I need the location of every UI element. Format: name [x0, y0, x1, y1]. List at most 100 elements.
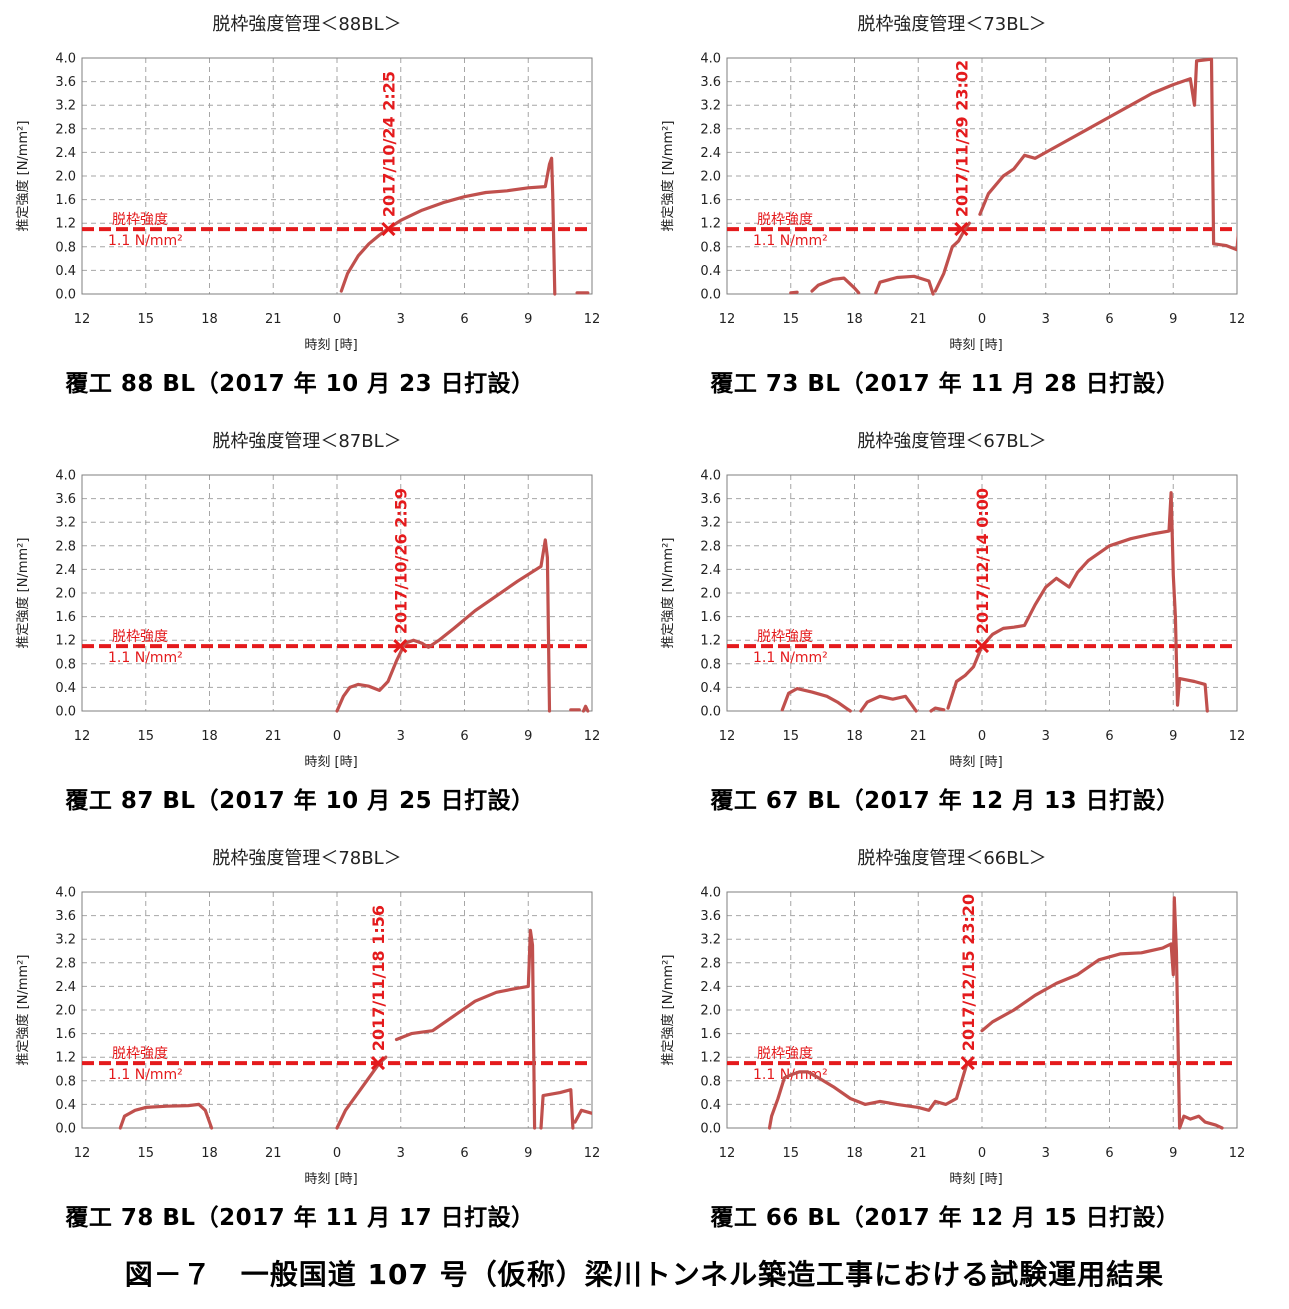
marker-timestamp: 2017/12/15 23:20	[959, 894, 978, 1051]
series-line	[789, 290, 799, 295]
x-tick-label: 9	[1169, 729, 1177, 744]
series-group	[767, 896, 1224, 1130]
y-tick-label: 4.0	[700, 52, 721, 67]
series-group	[780, 491, 1209, 713]
x-tick-label: 0	[978, 312, 986, 327]
chart-panel: 脱枠強度管理＜67BL＞ 0.0 0.4 0.8 1.2 1.6 2.0 2.4 2.8 3.2 3…	[645, 417, 1285, 833]
y-tick-label: 3.2	[700, 516, 721, 531]
chart-panel: 脱枠強度管理＜66BL＞ 0.0 0.4 0.8 1.2 1.6 2.0 2.4 2.8 3.2 3…	[645, 834, 1285, 1250]
cross-marker-stroke	[393, 639, 408, 654]
x-tick-label: 12	[1229, 312, 1246, 327]
y-tick-label: 2.4	[55, 563, 76, 578]
y-tick-label: 3.2	[55, 99, 76, 114]
marker-timestamp: 2017/10/24 2:25	[379, 71, 398, 217]
series-line	[980, 896, 1224, 1130]
cross-marker-stroke	[370, 1056, 386, 1071]
y-axis-label: 推定強度 [N/mm²]	[15, 955, 31, 1066]
y-tick-label: 3.6	[55, 75, 76, 90]
y-tick-label: 0.8	[55, 240, 76, 255]
threshold-value-label: 1.1 N/mm²	[108, 233, 183, 249]
x-tick-label: 6	[1105, 1146, 1113, 1161]
chart-svg: 脱枠強度管理＜67BL＞ 0.0 0.4 0.8 1.2 1.6 2.0 2.4 2.8 3.2 3…	[660, 431, 1245, 770]
x-tick-label: 12	[74, 312, 91, 327]
y-tick-label: 2.0	[700, 170, 721, 185]
y-tick-label: 1.2	[700, 634, 721, 649]
series-line	[601, 704, 605, 711]
marker-timestamp: 2017/12/14 0:00	[973, 488, 992, 634]
series-line	[1243, 285, 1289, 291]
y-tick-label: 2.0	[55, 587, 76, 602]
y-tick-label: 2.8	[55, 539, 76, 554]
threshold-value-label: 1.1 N/mm²	[753, 650, 828, 666]
x-tick-label: 12	[719, 312, 736, 327]
x-tick-label: 9	[524, 312, 532, 327]
y-tick-label: 3.2	[700, 99, 721, 114]
y-axis-label: 推定強度 [N/mm²]	[660, 121, 676, 232]
x-tick-label: 12	[719, 1146, 736, 1161]
y-tick-label: 1.2	[55, 217, 76, 232]
plot-frame	[726, 474, 1238, 712]
x-tick-label: 12	[584, 729, 601, 744]
y-tick-label: 1.6	[55, 193, 76, 208]
series-group	[118, 928, 592, 1130]
x-tick-label: 18	[201, 312, 218, 327]
cross-marker	[381, 222, 396, 237]
x-tick-label: 15	[137, 729, 154, 744]
x-tick-label: 12	[719, 729, 736, 744]
x-tick-label: 6	[460, 1146, 468, 1161]
x-tick-label: 18	[201, 729, 218, 744]
series-group	[789, 57, 1289, 296]
marker-timestamp: 2017/11/18 1:56	[369, 905, 388, 1051]
y-tick-label: 0.8	[700, 657, 721, 672]
x-tick-label: 0	[333, 1146, 341, 1161]
chart-title: 脱枠強度管理＜67BL＞	[857, 431, 1046, 452]
threshold-value-label: 1.1 N/mm²	[753, 233, 828, 249]
threshold-label: 脱枠強度	[757, 629, 813, 645]
y-tick-label: 2.4	[700, 146, 721, 161]
cross-marker	[393, 639, 408, 654]
x-tick-label: 12	[74, 1146, 91, 1161]
x-tick-label: 18	[846, 1146, 863, 1161]
x-axis-label: 時刻 [時]	[949, 1172, 1002, 1187]
chart-title: 脱枠強度管理＜78BL＞	[212, 848, 401, 869]
x-tick-label: 9	[524, 1146, 532, 1161]
cross-marker	[954, 222, 969, 237]
y-tick-label: 1.6	[55, 610, 76, 625]
chart-caption: 覆工 67 BL（2017 年 12 月 13 日打設）	[710, 788, 1180, 814]
y-tick-label: 4.0	[700, 886, 721, 901]
x-tick-label: 9	[524, 729, 532, 744]
x-tick-label: 9	[1169, 312, 1177, 327]
chart-svg: 脱枠強度管理＜78BL＞ 0.0 0.4 0.8 1.2 1.6 2.0 2.4 2.8 3.2 3…	[15, 848, 601, 1187]
y-tick-label: 0.8	[700, 240, 721, 255]
x-axis-label: 時刻 [時]	[949, 338, 1002, 353]
threshold-label: 脱枠強度	[112, 1046, 168, 1062]
x-tick-label: 12	[584, 1146, 601, 1161]
x-tick-label: 18	[846, 312, 863, 327]
y-tick-label: 0.0	[700, 288, 721, 303]
y-tick-label: 2.0	[700, 1004, 721, 1019]
series-line	[874, 274, 935, 296]
cross-marker	[974, 639, 990, 654]
y-tick-label: 3.6	[700, 909, 721, 924]
x-tick-label: 12	[584, 312, 601, 327]
x-tick-label: 15	[782, 1146, 799, 1161]
series-line	[339, 156, 557, 296]
series-line	[767, 1061, 969, 1130]
y-tick-label: 0.0	[55, 1122, 76, 1137]
cross-marker-stroke	[381, 222, 396, 237]
y-tick-label: 0.0	[55, 288, 76, 303]
y-tick-label: 0.4	[700, 264, 721, 279]
x-tick-label: 21	[910, 1146, 927, 1161]
x-tick-label: 3	[397, 1146, 405, 1161]
x-tick-label: 21	[265, 312, 282, 327]
y-tick-label: 0.0	[700, 1122, 721, 1137]
y-tick-label: 0.8	[700, 1074, 721, 1089]
x-tick-label: 0	[333, 729, 341, 744]
chart-svg: 脱枠強度管理＜73BL＞ 0.0 0.4 0.8 1.2 1.6 2.0 2.4 2.8 3.2 3…	[660, 14, 1246, 353]
x-tick-label: 12	[1229, 1146, 1246, 1161]
y-tick-label: 2.0	[55, 170, 76, 185]
y-tick-label: 2.0	[700, 587, 721, 602]
chart-panel: 脱枠強度管理＜73BL＞ 0.0 0.4 0.8 1.2 1.6 2.0 2.4 2.8 3.2 3…	[645, 0, 1285, 416]
x-tick-label: 6	[1105, 312, 1113, 327]
series-line	[573, 1108, 592, 1124]
